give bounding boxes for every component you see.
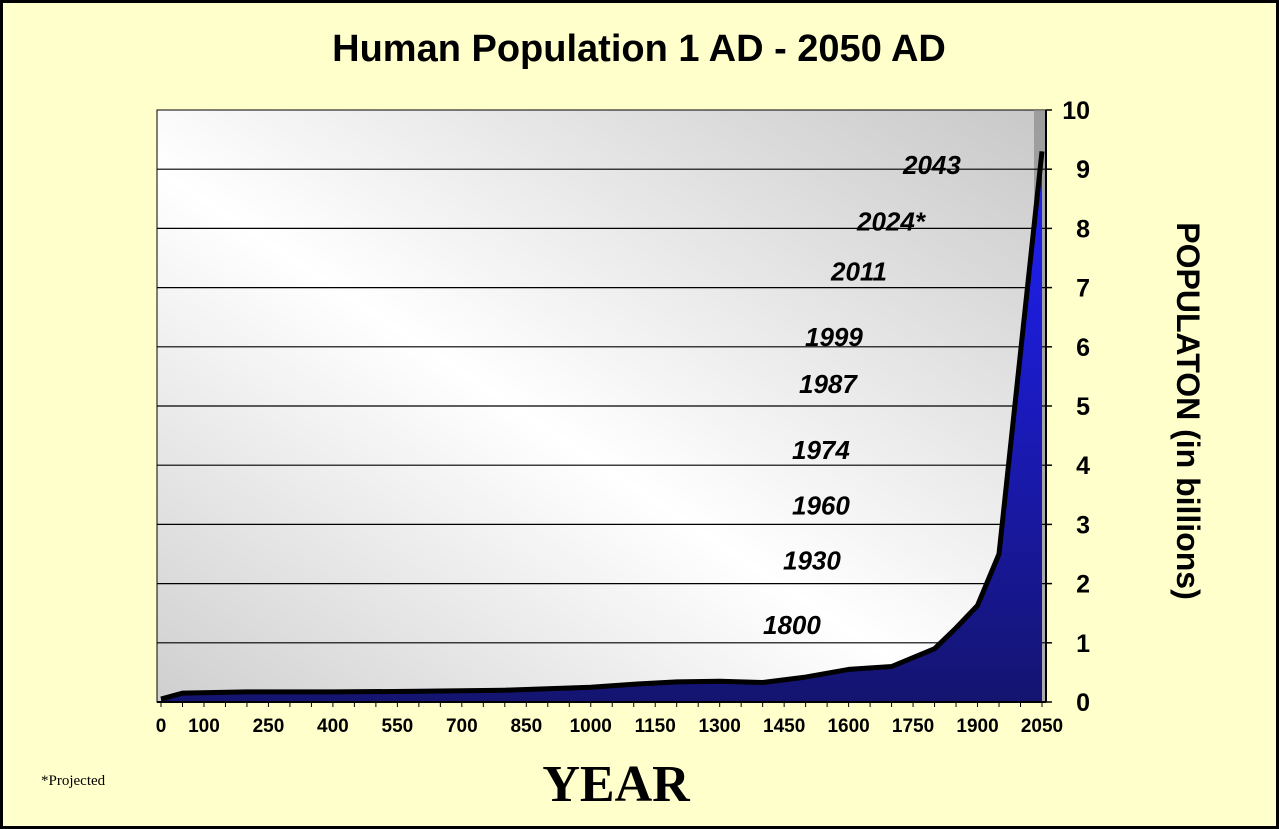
year-annotation: 2024* (856, 206, 927, 236)
y-tick-label: 2 (1076, 571, 1090, 599)
x-tick-label: 250 (253, 716, 285, 737)
y-tick-label: 3 (1076, 511, 1090, 539)
year-annotation: 2011 (830, 257, 887, 287)
x-tick-label: 550 (382, 716, 414, 737)
year-annotation: 1960 (792, 490, 850, 520)
y-tick-label: 7 (1076, 275, 1090, 303)
x-tick-label: 1600 (827, 716, 869, 737)
x-tick-label: 400 (317, 716, 349, 737)
x-tick-label: 1450 (763, 716, 805, 737)
x-tick-label: 1750 (892, 716, 934, 737)
chart-title: Human Population 1 AD - 2050 AD (332, 28, 946, 70)
x-tick-label: 0 (156, 716, 167, 737)
x-tick-label: 850 (510, 716, 542, 737)
y-tick-label: 9 (1076, 156, 1090, 184)
year-annotation: 1974 (792, 435, 850, 465)
year-annotation: 1930 (783, 546, 841, 576)
y-tick-label: 6 (1076, 334, 1090, 362)
population-chart: Human Population 1 AD - 2050 AD 0 100 250 4… (41, 28, 1206, 813)
y-tick-label: 0 (1076, 689, 1090, 717)
year-annotation: 1987 (799, 369, 858, 399)
year-annotation: 1999 (805, 322, 863, 352)
y-tick-label: 8 (1076, 215, 1090, 243)
footnote: *Projected (41, 773, 106, 789)
x-axis-label: YEAR (542, 756, 691, 813)
x-tick-label: 2050 (1021, 716, 1063, 737)
year-annotation: 2043 (902, 150, 961, 180)
x-tick-label: 1000 (570, 716, 612, 737)
y-tick-label: 5 (1076, 393, 1090, 421)
x-tick-label: 700 (446, 716, 478, 737)
population-line (160, 151, 1045, 702)
x-tick-label: 1900 (956, 716, 998, 737)
y-tick-label: 1 (1076, 630, 1090, 658)
population-area (161, 151, 1042, 702)
y-tick-label: 10 (1062, 97, 1090, 125)
y-tick-label: 4 (1076, 452, 1090, 480)
x-tick-label: 1300 (699, 716, 741, 737)
x-tick-label: 100 (188, 716, 220, 737)
year-annotation: 1800 (763, 610, 821, 640)
x-tick-label: 1150 (635, 716, 676, 737)
y-axis-label: POPULATON (in billions) (1170, 222, 1206, 599)
